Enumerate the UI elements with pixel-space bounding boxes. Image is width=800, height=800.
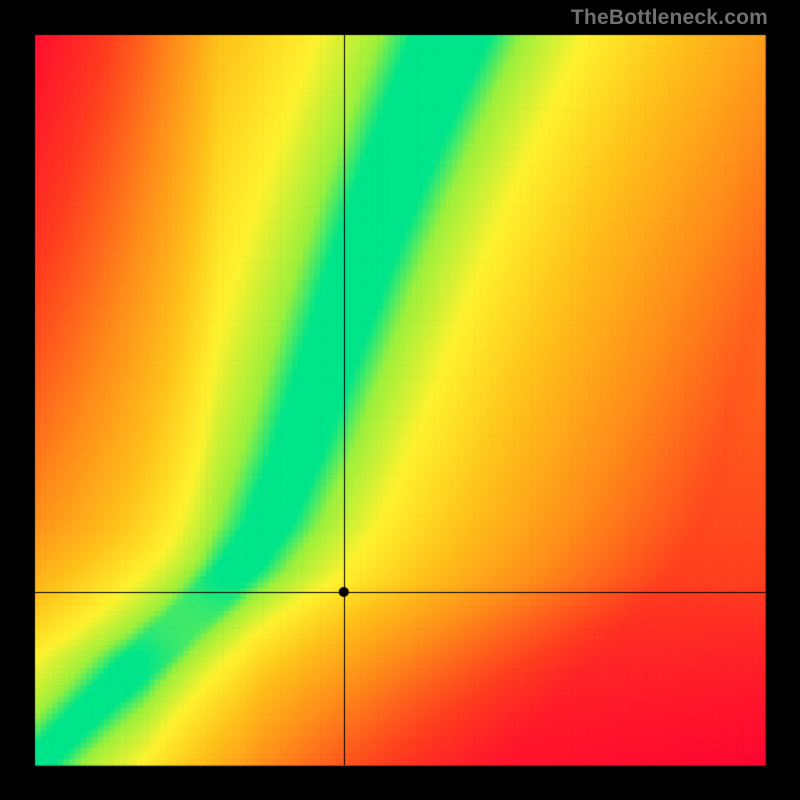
chart-container: { "watermark": { "text": "TheBottleneck.… bbox=[0, 0, 800, 800]
watermark-text: TheBottleneck.com bbox=[571, 6, 768, 30]
bottleneck-heatmap bbox=[0, 0, 800, 800]
